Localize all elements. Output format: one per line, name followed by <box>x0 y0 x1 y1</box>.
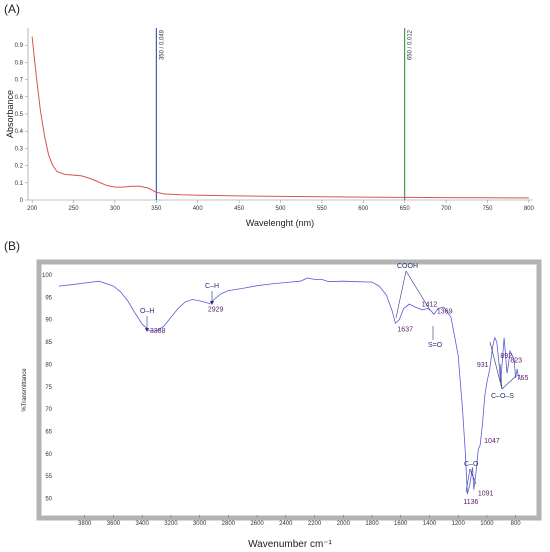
group-label-cooh: COOH <box>397 263 418 270</box>
x-tick-label-a: 350 <box>151 206 162 212</box>
x-tick-label-b: 2600 <box>250 521 264 527</box>
x-tick-label-b: 3200 <box>164 521 178 527</box>
uv-vis-chart: 200 250 300 350 400 450 500 550 600 650 700 750 800 … <box>5 28 535 228</box>
x-tick-label-a: 200 <box>27 206 38 212</box>
y-tick-label-b: 80 <box>45 362 52 368</box>
panel-a-label: (A) <box>4 2 20 16</box>
group-arrowhead-oh <box>145 328 149 332</box>
group-label-so: S=O <box>428 342 443 349</box>
x-tick-label-b: 1400 <box>423 521 437 527</box>
y-tick-label-b: 70 <box>45 407 52 413</box>
y-tick-label-a: 0.6 <box>15 95 24 101</box>
x-tick-label-a: 750 <box>482 206 493 212</box>
peak-label: 765 <box>517 375 529 382</box>
group-label-co: C–O <box>464 461 479 468</box>
y-tick-label-a: 0.1 <box>15 181 24 187</box>
x-tick-label-a: 700 <box>441 206 452 212</box>
y-tick-label-a: 0.8 <box>15 60 24 66</box>
x-tick-label-b: 3000 <box>193 521 207 527</box>
x-tick-label-a: 550 <box>317 206 328 212</box>
y-tick-label-b: 100 <box>42 273 53 279</box>
group-arrow-cos-3 <box>501 375 517 390</box>
y-tick-label-a: 0.4 <box>15 129 24 135</box>
x-tick-label-a: 500 <box>275 206 286 212</box>
group-label-oh: O–H <box>140 308 154 315</box>
x-tick-label-b: 2200 <box>308 521 322 527</box>
peak-label: 1091 <box>478 491 494 498</box>
group-arrow-cos-2 <box>499 363 503 390</box>
peak-label: 2929 <box>208 307 224 314</box>
y-tick-label-a: 0.7 <box>15 78 24 84</box>
y-tick-label-a: 0.2 <box>15 164 24 170</box>
x-tick-label-b: 1000 <box>480 521 494 527</box>
y-ticks-b: 50 55 60 65 70 75 80 85 90 95 100 <box>42 273 53 503</box>
group-label-ch: C–H <box>205 283 219 290</box>
ftir-chart: 3800 3600 3400 3200 3000 2800 2600 2400 2200 2000… <box>22 259 542 550</box>
x-tick-label-a: 300 <box>110 206 121 212</box>
x-tick-label-a: 400 <box>193 206 204 212</box>
y-tick-label-a: 0.9 <box>15 43 24 49</box>
absorbance-curve <box>31 36 529 199</box>
x-tick-label-b: 3600 <box>107 521 121 527</box>
plot-area-a <box>28 28 533 200</box>
x-tick-label-a: 250 <box>69 206 80 212</box>
wavelength-markers: 350 / 0.049 650 / 0.012 <box>155 28 414 200</box>
y-axis-title-a: Absorbance <box>5 90 15 138</box>
x-ticks-b: 3800 3600 3400 3200 3000 2800 2600 2400 2200 2000… <box>78 515 521 527</box>
x-tick-label-b: 1600 <box>394 521 408 527</box>
group-arrow-cooh-2 <box>405 270 431 311</box>
y-tick-label-b: 65 <box>45 429 52 435</box>
group-arrowhead-ch <box>210 301 214 305</box>
x-ticks-a: 200 250 300 350 400 450 500 550 600 650 700 750 800 <box>27 200 535 212</box>
x-tick-label-b: 3800 <box>78 521 92 527</box>
group-arrow-co-2 <box>469 468 477 485</box>
x-tick-label-b: 2800 <box>222 521 236 527</box>
x-axis-title-a: Wavelenght (nm) <box>246 218 314 228</box>
peak-label: 3388 <box>150 328 166 335</box>
x-tick-label-b: 800 <box>511 521 522 527</box>
y-tick-label-b: 55 <box>45 474 52 480</box>
peak-label: 1136 <box>463 499 478 506</box>
marker-label-2: 650 / 0.012 <box>408 29 414 60</box>
x-tick-label-b: 1800 <box>365 521 379 527</box>
x-tick-label-b: 3400 <box>136 521 150 527</box>
y-tick-label-b: 50 <box>45 497 52 503</box>
y-tick-label-a: 0.5 <box>15 112 24 118</box>
peak-label: 1637 <box>397 326 413 333</box>
x-tick-label-a: 650 <box>400 206 411 212</box>
functional-group-annotations: O–H C–H COOH S=O C–O C–O–S <box>140 263 517 493</box>
transmittance-curve <box>58 277 522 495</box>
peak-label: 823 <box>510 357 522 364</box>
y-tick-label-a: 0 <box>20 198 24 204</box>
y-tick-label-b: 60 <box>45 452 52 458</box>
y-tick-label-b: 85 <box>45 340 52 346</box>
peak-label: 931 <box>477 362 489 369</box>
y-ticks-a: 0 0.1 0.2 0.3 0.4 0.5 0.6 0.7 0.8 0.9 <box>15 43 28 204</box>
x-tick-label-b: 2400 <box>279 521 293 527</box>
x-tick-label-a: 450 <box>234 206 245 212</box>
y-axis-title-b: %Transmittance <box>22 368 28 412</box>
group-arrow-cos-1 <box>489 341 503 390</box>
group-label-cos: C–O–S <box>491 393 514 400</box>
y-tick-label-b: 90 <box>45 318 52 324</box>
peak-label: 1369 <box>437 308 453 315</box>
x-tick-label-b: 2000 <box>337 521 351 527</box>
panel-b-label: (B) <box>4 239 20 253</box>
group-arrow-co-1 <box>465 468 471 493</box>
x-tick-label-a: 800 <box>524 206 535 212</box>
y-tick-label-b: 75 <box>45 385 52 391</box>
peak-label: 1412 <box>422 301 438 308</box>
ir-frame <box>36 259 542 521</box>
x-tick-label-a: 600 <box>358 206 369 212</box>
x-axis-title-b: Wavenumber cm⁻¹ <box>248 539 332 550</box>
marker-label-1: 350 / 0.049 <box>159 29 165 60</box>
x-tick-label-b: 1200 <box>452 521 466 527</box>
peak-label: 892 <box>500 353 512 360</box>
group-arrow-cooh-1 <box>395 270 407 319</box>
y-tick-label-a: 0.3 <box>15 146 24 152</box>
peak-label: 1047 <box>484 438 500 445</box>
y-tick-label-b: 95 <box>45 295 52 301</box>
